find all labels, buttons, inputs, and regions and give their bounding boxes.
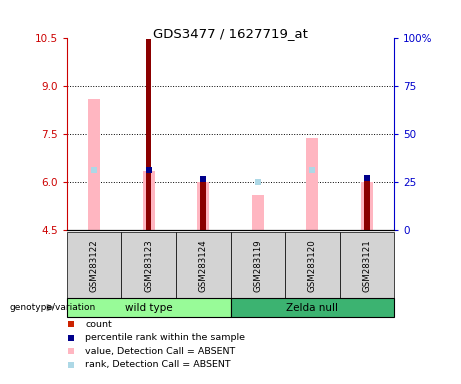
- Bar: [197, 182, 209, 230]
- Text: GSM283120: GSM283120: [308, 240, 317, 292]
- Text: GSM283122: GSM283122: [89, 240, 99, 292]
- Text: GSM283119: GSM283119: [253, 240, 262, 292]
- Bar: [285, 232, 340, 300]
- Bar: [230, 232, 285, 300]
- Bar: [340, 232, 394, 300]
- Text: GSM283121: GSM283121: [362, 240, 372, 292]
- Text: GDS3477 / 1627719_at: GDS3477 / 1627719_at: [153, 27, 308, 40]
- Bar: [201, 180, 206, 230]
- Bar: [142, 171, 155, 230]
- Bar: [146, 39, 151, 230]
- Text: count: count: [85, 320, 112, 329]
- Text: wild type: wild type: [125, 303, 172, 313]
- Text: GSM283123: GSM283123: [144, 240, 153, 292]
- Bar: [306, 137, 319, 230]
- Bar: [361, 182, 373, 230]
- Bar: [252, 195, 264, 230]
- Bar: [230, 298, 394, 317]
- Bar: [67, 232, 121, 300]
- Text: genotype/variation: genotype/variation: [9, 303, 95, 312]
- Text: rank, Detection Call = ABSENT: rank, Detection Call = ABSENT: [85, 360, 231, 369]
- Text: GSM283124: GSM283124: [199, 240, 208, 292]
- Bar: [88, 99, 100, 230]
- Bar: [67, 298, 230, 317]
- Bar: [364, 181, 370, 230]
- Text: percentile rank within the sample: percentile rank within the sample: [85, 333, 245, 343]
- Bar: [121, 232, 176, 300]
- Text: Zelda null: Zelda null: [286, 303, 338, 313]
- Text: value, Detection Call = ABSENT: value, Detection Call = ABSENT: [85, 347, 236, 356]
- Bar: [176, 232, 230, 300]
